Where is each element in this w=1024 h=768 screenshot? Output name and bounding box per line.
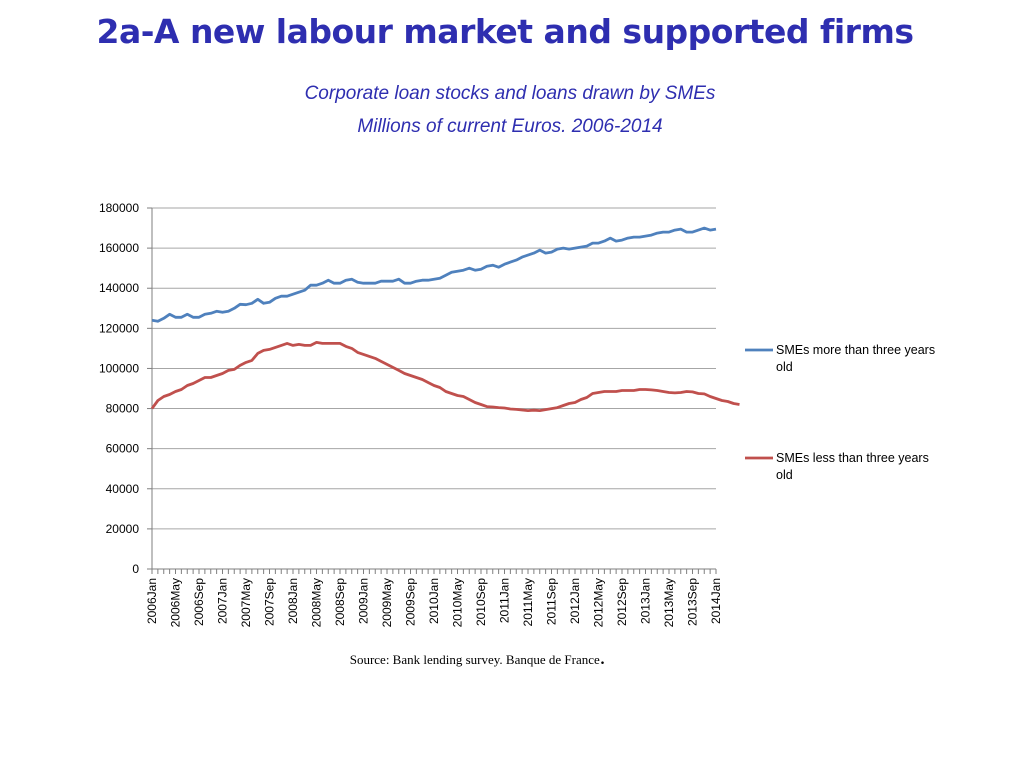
x-tick-label: 2010May bbox=[451, 578, 465, 627]
legend-label: SMEs more than three years bbox=[776, 343, 935, 357]
chart-subtitle-line1: Corporate loan stocks and loans drawn by… bbox=[304, 83, 716, 104]
x-tick-label: 2008May bbox=[310, 578, 324, 627]
chart-subtitle-line2: Millions of current Euros. 2006-2014 bbox=[357, 116, 663, 137]
legend-label: SMEs less than three years bbox=[776, 451, 929, 465]
legend-label-cont: old bbox=[776, 468, 793, 482]
series-line-smes-less-than-three-years bbox=[150, 340, 740, 413]
x-tick-label: 2009May bbox=[380, 578, 394, 627]
y-tick-label: 160000 bbox=[99, 241, 139, 255]
x-tick-label: 2013May bbox=[662, 578, 676, 627]
x-tick-label: 2008Jan bbox=[286, 578, 300, 624]
x-tick-label: 2011Sep bbox=[545, 578, 559, 625]
legend-label-cont: old bbox=[776, 360, 793, 374]
y-tick-label: 180000 bbox=[99, 201, 139, 215]
y-tick-label: 80000 bbox=[106, 402, 140, 416]
x-tick-label: 2011May bbox=[521, 578, 535, 626]
x-tick-label: 2012Sep bbox=[615, 578, 629, 626]
x-tick-label: 2009Jan bbox=[357, 578, 371, 624]
x-tick-label: 2007May bbox=[239, 578, 253, 627]
x-tick-label: 2013Sep bbox=[686, 578, 700, 626]
x-tick-label: 2010Sep bbox=[474, 578, 488, 626]
x-tick-label: 2013Jan bbox=[639, 578, 653, 624]
y-tick-label: 140000 bbox=[99, 281, 139, 295]
x-tick-label: 2014Jan bbox=[709, 578, 723, 624]
legend: SMEs more than three years old SMEs less t… bbox=[745, 343, 935, 482]
series-line-smes-more-than-three-years bbox=[151, 226, 717, 323]
gridlines bbox=[152, 207, 716, 530]
y-tick-label: 100000 bbox=[99, 361, 139, 375]
axes: 0 20000 40000 60000 80000 100000 120000 140000 1… bbox=[99, 201, 723, 627]
source-dot: . bbox=[599, 644, 606, 669]
x-tick-label: 2006Sep bbox=[192, 578, 206, 626]
slide-title: 2a-A new labour market and supported fir… bbox=[96, 12, 914, 51]
x-tick-label: 2006Jan bbox=[145, 578, 159, 624]
source-note: Source: Bank lending survey. Banque de F… bbox=[0, 646, 955, 668]
x-tick-label: 2008Sep bbox=[333, 578, 347, 626]
series-lines bbox=[150, 226, 740, 413]
x-tick-label: 2011Jan bbox=[498, 578, 512, 623]
source-text: Source: Bank lending survey. Banque de F… bbox=[349, 652, 600, 667]
y-tick-label: 120000 bbox=[99, 321, 139, 335]
x-tick-label: 2010Jan bbox=[427, 578, 441, 624]
x-tick-label: 2009Sep bbox=[404, 578, 418, 626]
y-tick-label: 20000 bbox=[106, 522, 140, 536]
x-tick-label: 2012May bbox=[592, 578, 606, 627]
x-tick-label: 2007Jan bbox=[216, 578, 230, 624]
y-tick-label: 0 bbox=[132, 562, 139, 576]
y-tick-label: 60000 bbox=[106, 442, 140, 456]
x-tick-label: 2007Sep bbox=[263, 578, 277, 626]
y-tick-label: 40000 bbox=[106, 482, 140, 496]
x-tick-label: 2012Jan bbox=[568, 578, 582, 624]
x-tick-label: 2006May bbox=[169, 578, 183, 627]
